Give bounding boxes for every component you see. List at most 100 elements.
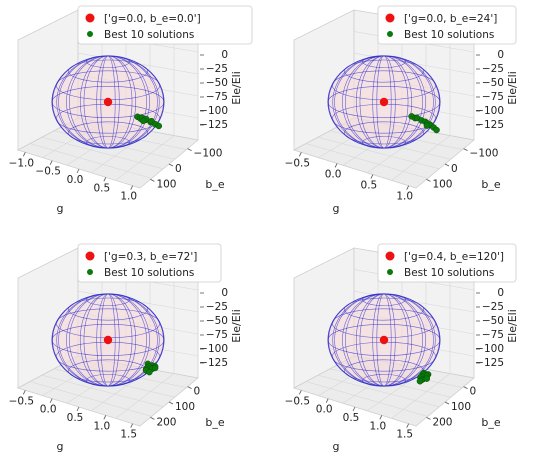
y-tick-label: −100 bbox=[194, 148, 223, 160]
best-solution-point bbox=[146, 368, 153, 376]
x-tick-label: 1.5 bbox=[120, 429, 137, 441]
x-tick-label: 0.0 bbox=[40, 404, 57, 416]
legend-label-center: ['g=0.0, b_e=24'] bbox=[404, 13, 497, 25]
y-axis-label: b_e bbox=[481, 178, 500, 191]
center-point bbox=[379, 97, 389, 107]
y-axis-label: b_e bbox=[205, 178, 224, 191]
y-tick-label: 100 bbox=[432, 178, 452, 190]
z-tick-label: −125 bbox=[475, 357, 504, 369]
sphere-latitude-line bbox=[68, 59, 148, 83]
best-solution-point bbox=[433, 126, 440, 134]
y-tick bbox=[463, 148, 468, 151]
floor-pane bbox=[16, 117, 199, 189]
x-tick-label: −0.5 bbox=[9, 395, 35, 407]
best-solution-point bbox=[416, 377, 424, 385]
z-tick-label: −100 bbox=[199, 343, 228, 355]
grid-line bbox=[29, 381, 152, 417]
x-axis-label: g bbox=[57, 440, 64, 453]
legend-label-best: Best 10 solutions bbox=[404, 29, 494, 41]
legend-label-center: ['g=0.3, b_e=72'] bbox=[104, 251, 197, 263]
x-axis-label: g bbox=[57, 202, 64, 215]
x-tick-label: 0.5 bbox=[93, 182, 110, 194]
legend-label-best: Best 10 solutions bbox=[104, 267, 194, 279]
y-tick bbox=[187, 148, 192, 151]
x-tick bbox=[76, 406, 80, 412]
legend-green-marker bbox=[387, 269, 393, 275]
z-tick-label: 0 bbox=[221, 287, 228, 299]
x-tick-label: 0.5 bbox=[67, 412, 84, 424]
x-tick bbox=[379, 415, 383, 420]
grid-line bbox=[391, 135, 451, 181]
grid-line bbox=[305, 381, 428, 417]
z-tick-label: −100 bbox=[199, 105, 228, 117]
x-tick-label: 0.0 bbox=[67, 174, 84, 186]
sphere-latitude-line bbox=[344, 297, 424, 321]
legend-red-marker bbox=[85, 251, 95, 261]
grid-line bbox=[115, 135, 175, 181]
y-tick-label: 100 bbox=[156, 178, 176, 190]
z-tick-label: −125 bbox=[199, 119, 228, 131]
x-tick bbox=[370, 174, 374, 179]
grid-line bbox=[391, 373, 451, 419]
legend-label-center: ['g=0.0, b_e=0.0'] bbox=[104, 13, 201, 25]
chart-panel-3: −0.5 0.0 0.5 1.0 1.5 g 0 100 200 b_e 0 −25 −50 −75 −10… bbox=[9, 243, 243, 453]
y-tick bbox=[426, 179, 431, 182]
sphere-outline bbox=[327, 293, 441, 387]
x-tick-label: 1.0 bbox=[93, 420, 110, 432]
z-axis-label: Ele/Eli bbox=[230, 309, 243, 343]
floor-pane bbox=[16, 355, 199, 427]
chart-panel-1: −1.0−0.5 0.0 0.5 1.0 g −100 0 100 b_e 0 −25 −50 −75 −… bbox=[9, 5, 253, 215]
y-tick bbox=[444, 163, 450, 167]
best-solution-point bbox=[151, 364, 159, 372]
x-tick-label: −0.5 bbox=[35, 166, 61, 178]
z-tick-label: −75 bbox=[206, 91, 228, 103]
y-tick bbox=[187, 386, 192, 389]
grid-line bbox=[41, 136, 164, 170]
legend-red-marker bbox=[385, 13, 395, 23]
y-tick bbox=[463, 386, 468, 389]
z-tick-label: −25 bbox=[206, 301, 228, 313]
z-tick-label: −75 bbox=[482, 91, 504, 103]
legend-red-marker bbox=[385, 251, 395, 261]
best-solution-point bbox=[155, 122, 163, 130]
z-tick-label: −125 bbox=[475, 119, 504, 131]
x-tick-label: 0.5 bbox=[361, 180, 378, 192]
best-solution-point bbox=[423, 122, 431, 129]
x-tick bbox=[325, 398, 329, 403]
y-tick bbox=[426, 417, 431, 420]
grid-line bbox=[29, 143, 152, 179]
chart-panel-4: −0.5 0.0 0.5 1.0 1.5 g 0 100 200 b_e 0 −25 −50 −75 −10… bbox=[285, 243, 519, 453]
legend-box bbox=[77, 243, 222, 283]
y-tick-label: 100 bbox=[451, 401, 471, 413]
x-tick-label: 1.0 bbox=[396, 191, 413, 203]
x-tick bbox=[49, 160, 53, 165]
sphere-latitude-line bbox=[68, 297, 148, 321]
y-axis-label: b_e bbox=[481, 416, 500, 429]
y-tick-label: 0 bbox=[175, 163, 182, 175]
y-tick bbox=[168, 163, 174, 167]
z-tick-label: 0 bbox=[497, 287, 504, 299]
z-axis-label: Ele/Eli bbox=[506, 309, 519, 343]
y-axis-label: b_e bbox=[205, 416, 224, 429]
center-point bbox=[103, 97, 113, 107]
legend-green-marker bbox=[87, 31, 93, 37]
z-tick-label: −25 bbox=[206, 63, 228, 75]
x-tick bbox=[334, 163, 338, 168]
legend-green-marker bbox=[387, 31, 393, 37]
legend-label-best: Best 10 solutions bbox=[104, 29, 194, 41]
legend-box bbox=[377, 5, 517, 45]
chart-panel-2: −0.5 0.0 0.5 1.0 g −100 0 100 b_e 0 −25 −50 −75 −100 −… bbox=[285, 5, 519, 215]
z-axis-label: Ele/Eli bbox=[506, 71, 519, 105]
sphere-outline bbox=[51, 293, 165, 387]
grid-line bbox=[317, 374, 440, 408]
best-solution-point bbox=[423, 375, 431, 382]
x-tick-label: −0.5 bbox=[285, 395, 311, 407]
z-tick-label: 0 bbox=[497, 49, 504, 61]
x-axis-label: g bbox=[333, 202, 340, 215]
x-tick-label: 1.5 bbox=[396, 429, 413, 441]
legend-label-center: ['g=0.4, b_e=120'] bbox=[404, 251, 504, 263]
legend-green-marker bbox=[87, 269, 93, 275]
y-tick bbox=[150, 417, 155, 420]
y-tick-label: 0 bbox=[470, 386, 477, 398]
